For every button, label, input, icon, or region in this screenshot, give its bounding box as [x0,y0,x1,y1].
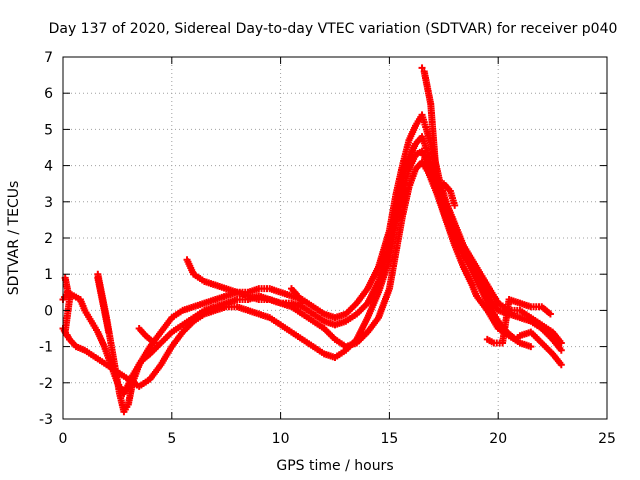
series-track-c [59,147,565,390]
chart-title: Day 137 of 2020, Sidereal Day-to-day VTE… [49,21,618,37]
data-point [557,361,565,369]
y-tick-label: -3 [39,412,53,428]
data-point [66,335,74,343]
data-point [451,201,459,209]
y-tick-label: -1 [39,340,53,356]
data-point [527,343,535,351]
x-tick-label: 25 [598,431,616,447]
data-point [546,310,554,318]
x-tick-label: 10 [272,431,290,447]
x-tick-label: 20 [489,431,507,447]
y-tick-label: 5 [44,122,53,138]
y-tick-label: -2 [39,376,53,392]
data-series [59,64,565,416]
x-tick-label: 5 [167,431,176,447]
x-tick-label: 15 [380,431,398,447]
data-point [150,339,158,347]
y-tick-label: 3 [44,195,53,211]
series-track-a [59,133,565,398]
series-track-b [94,111,565,416]
data-point [298,299,306,307]
x-tick-label: 0 [59,431,68,447]
y-tick-label: 2 [44,231,53,247]
x-axis-ticks: 0 5 10 15 20 25 [59,57,616,447]
y-tick-label: 0 [44,303,53,319]
data-point [418,64,426,72]
series-track-d [183,158,535,351]
data-point [105,328,113,336]
data-point [557,346,565,354]
y-tick-label: 1 [44,267,53,283]
data-point [63,332,71,340]
y-tick-label: 6 [44,86,53,102]
y-tick-label: 7 [44,50,53,66]
x-axis-label: GPS time / hours [276,458,393,474]
y-axis-ticks: -3 -2 -1 0 1 2 3 4 5 6 7 [39,50,607,428]
y-tick-label: 4 [44,159,53,175]
data-point [557,339,565,347]
series-track-e [61,64,554,347]
grid-lines [63,57,607,419]
y-axis-label: SDTVAR / TECUs [6,181,22,296]
